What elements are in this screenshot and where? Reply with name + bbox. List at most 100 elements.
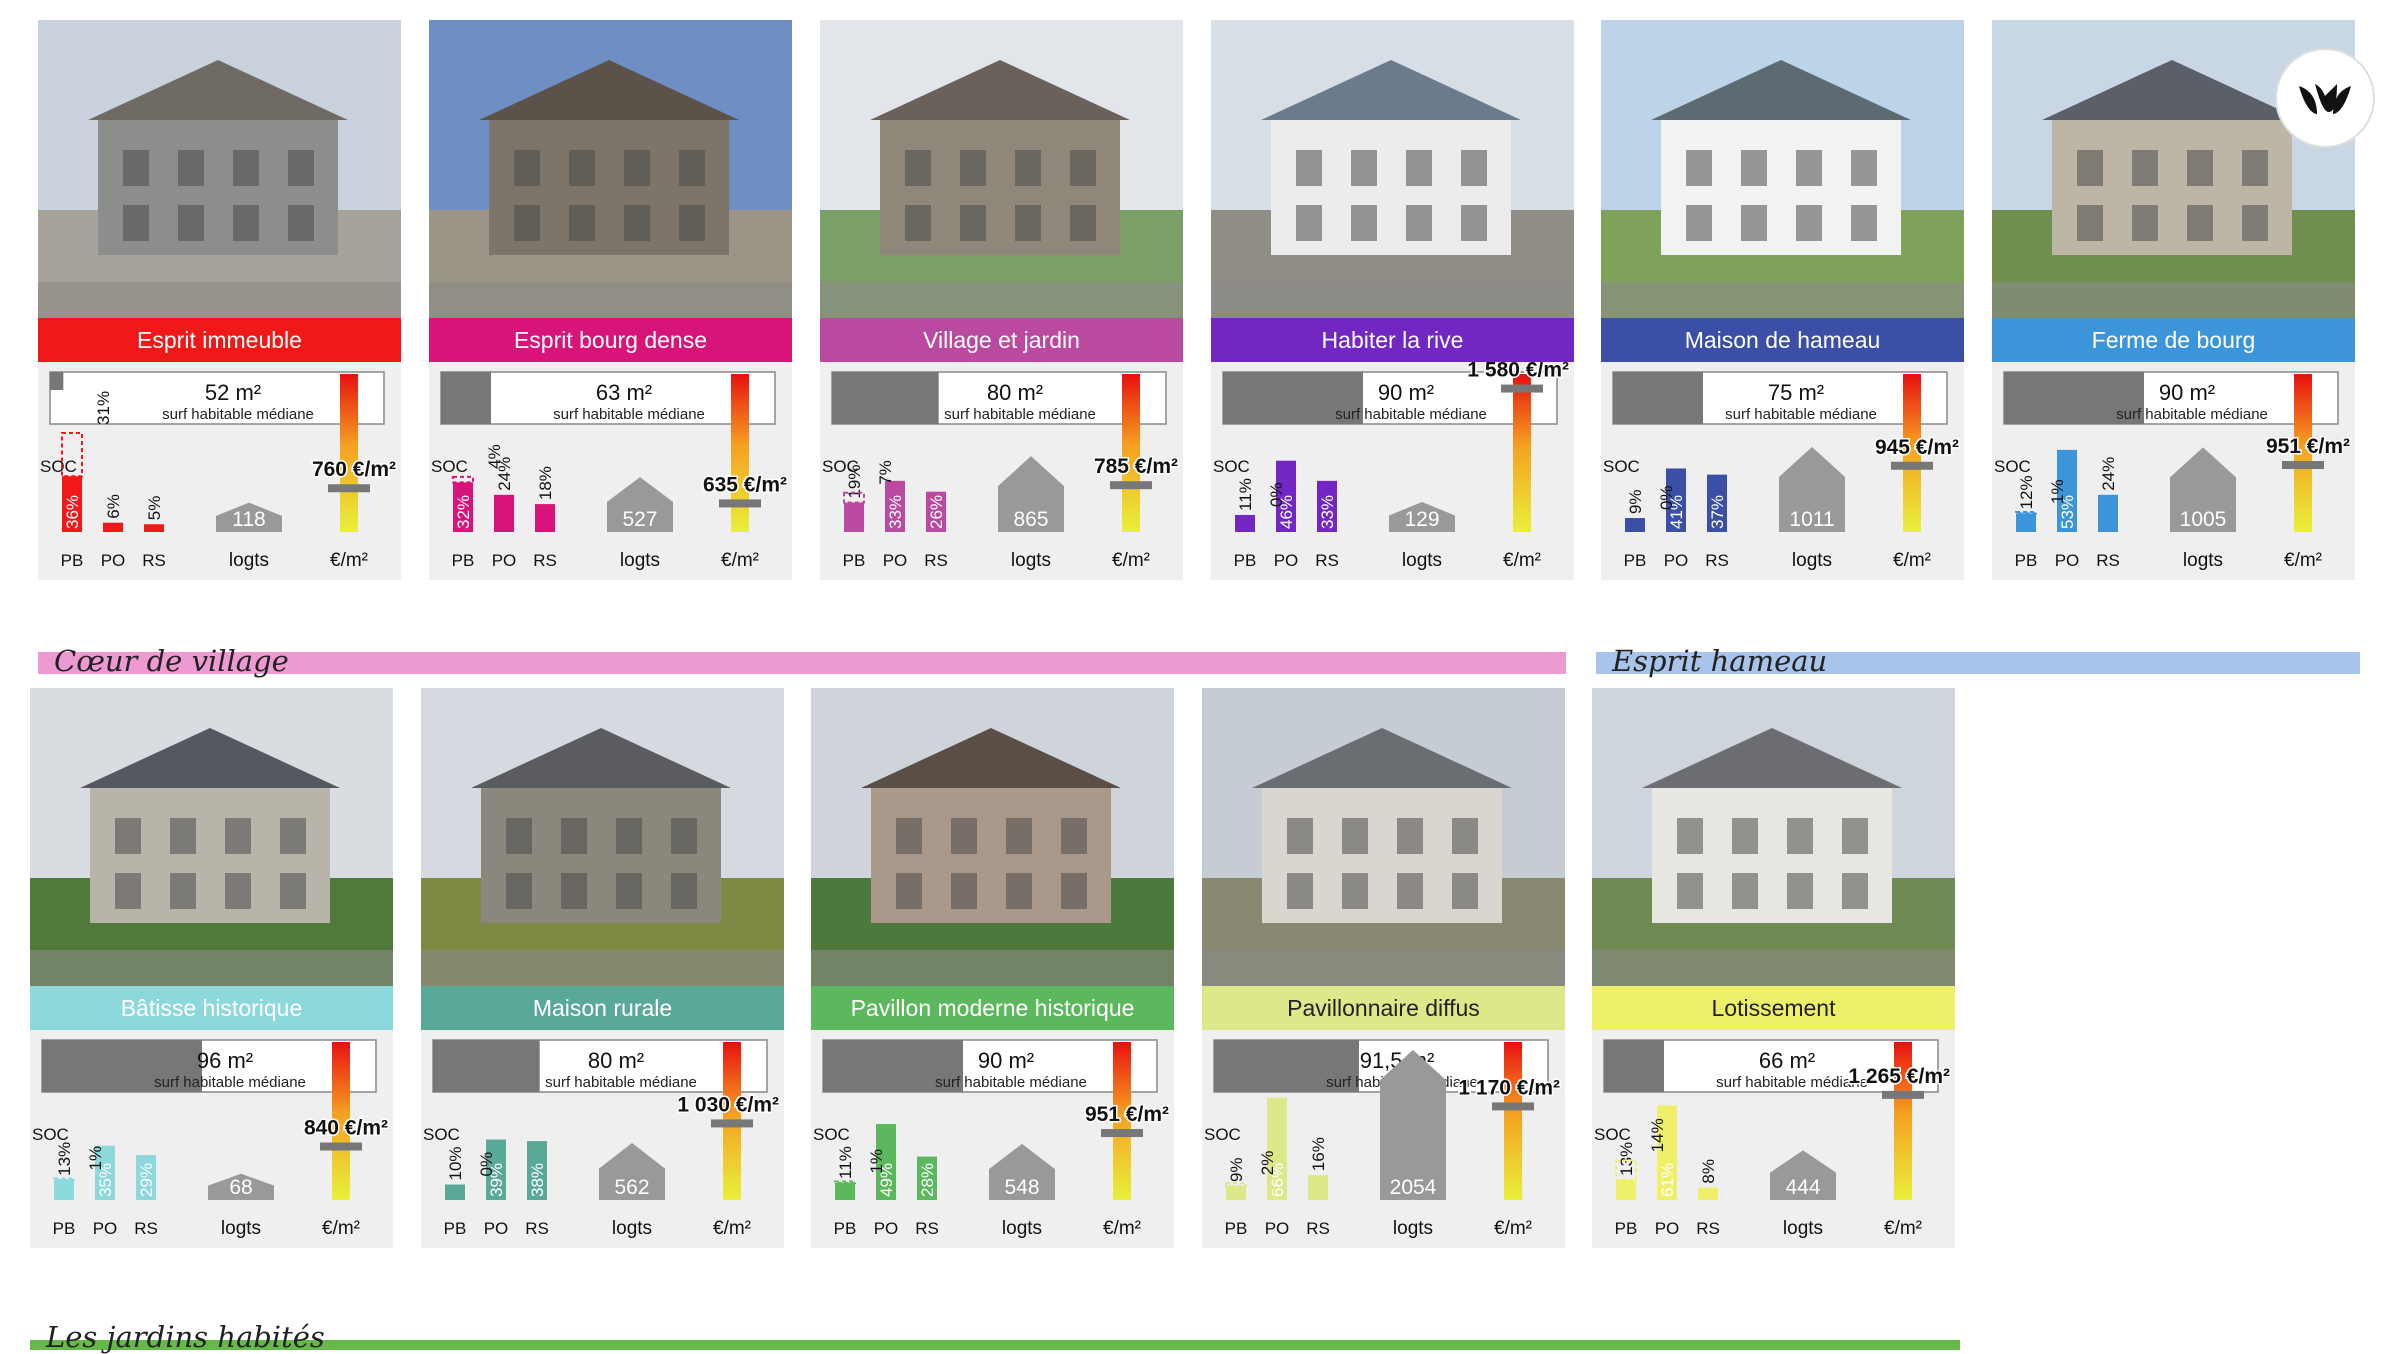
- area-caption: surf habitable médiane: [154, 1074, 306, 1091]
- category-label: RS: [1315, 551, 1339, 570]
- soc-label: SOC: [813, 1125, 850, 1144]
- logements-house-icon: [989, 1143, 1055, 1200]
- category-label: PB: [452, 551, 475, 570]
- bar-pb: [1625, 518, 1645, 532]
- group-band-jardins-habites: Les jardins habités: [30, 1320, 1960, 1354]
- price-value: 760 €/m²: [312, 458, 396, 481]
- price-unit-label: €/m²: [1112, 550, 1150, 571]
- bar-pb: [62, 476, 82, 532]
- bar-value-label: 49%: [877, 1163, 896, 1197]
- street-photo: [1211, 20, 1574, 318]
- bar-value-label: 5%: [145, 496, 164, 521]
- category-label: RS: [525, 1219, 549, 1238]
- category-label: PB: [1234, 551, 1257, 570]
- street-photo: [811, 688, 1174, 986]
- soc-value-label: 14%: [1648, 1118, 1667, 1152]
- logements-label: logts: [229, 550, 269, 571]
- category-label: PO: [874, 1219, 899, 1238]
- typology-card: Maison rurale 80 m² surf habitable médiane…: [421, 688, 784, 1308]
- area-fill-bar: [50, 372, 64, 390]
- leaf-logo-icon: [2299, 84, 2351, 114]
- area-value: 96 m²: [197, 1048, 253, 1073]
- soc-hatched-bar: [843, 491, 865, 504]
- category-label: PB: [1225, 1219, 1248, 1238]
- logements-label: logts: [221, 1218, 261, 1239]
- logements-label: logts: [612, 1218, 652, 1239]
- area-fill-bar: [1223, 372, 1363, 424]
- logements-label: logts: [1011, 550, 1051, 571]
- price-marker: [1492, 1102, 1534, 1111]
- price-unit-label: €/m²: [1494, 1218, 1532, 1239]
- price-gradient-scale: [332, 1042, 350, 1200]
- area-caption: surf habitable médiane: [1725, 406, 1877, 423]
- price-marker: [2282, 461, 2324, 470]
- bar-value-label: 35%: [96, 1163, 115, 1197]
- logements-house-icon: [607, 477, 673, 532]
- soc-label: SOC: [1204, 1125, 1241, 1144]
- bar-value-label: 11%: [1236, 478, 1255, 511]
- price-unit-label: €/m²: [2284, 550, 2322, 571]
- logements-value: 527: [622, 508, 657, 531]
- group-label: Esprit hameau: [1612, 644, 1828, 678]
- bar-value-label: 33%: [886, 495, 905, 529]
- bar-value-label: 26%: [927, 495, 946, 529]
- price-unit-label: €/m²: [1893, 550, 1931, 571]
- logements-house-icon: [998, 456, 1064, 532]
- category-label: RS: [2096, 551, 2120, 570]
- street-photo: [421, 688, 784, 986]
- bar-value-label: 41%: [1667, 495, 1686, 529]
- soc-value-label: 7%: [876, 460, 895, 485]
- soc-value-label: 0%: [1657, 485, 1676, 510]
- logements-label: logts: [620, 550, 660, 571]
- area-value: 63 m²: [596, 380, 652, 405]
- bar-value-label: 29%: [137, 1163, 156, 1197]
- soc-hatched-bar: [834, 1180, 856, 1184]
- group-band-coeur-de-village: Cœur de village: [38, 644, 1566, 678]
- soc-value-label: 1%: [867, 1149, 886, 1174]
- area-caption: surf habitable médiane: [2116, 406, 2268, 423]
- bar-value-label: 10%: [446, 1146, 465, 1180]
- typology-title: Village et jardin: [820, 318, 1183, 362]
- soc-value-label: 1%: [86, 1146, 105, 1171]
- bar-po: [1657, 1105, 1677, 1200]
- price-value: 951 €/m²: [2266, 435, 2350, 458]
- area-fill-bar: [832, 372, 939, 424]
- typology-title: Bâtisse historique: [30, 986, 393, 1030]
- bar-value-label: 9%: [1227, 1157, 1246, 1182]
- price-gradient-scale: [1113, 1042, 1131, 1200]
- typology-title: Maison rurale: [421, 986, 784, 1030]
- bar-po: [2057, 449, 2077, 532]
- bar-value-label: 66%: [1268, 1163, 1287, 1197]
- area-caption: surf habitable médiane: [1335, 406, 1487, 423]
- bar-rs: [2098, 494, 2118, 532]
- stats-panel: 90 m² surf habitable médiane SOC 11% PB 46% PO…: [1211, 362, 1574, 580]
- category-label: RS: [533, 551, 557, 570]
- stats-panel: 90 m² surf habitable médiane SOC 11% PB 49% PO…: [811, 1030, 1174, 1248]
- category-label: PO: [2055, 551, 2080, 570]
- area-fill-bar: [42, 1040, 202, 1092]
- soc-label: SOC: [423, 1125, 460, 1144]
- category-label: PB: [444, 1219, 467, 1238]
- soc-value-label: 4%: [485, 444, 504, 469]
- stats-panel: 63 m² surf habitable médiane SOC 32% PB 24% PO…: [429, 362, 792, 580]
- brand-logo: [2275, 48, 2375, 148]
- logements-value: 1011: [1789, 508, 1834, 531]
- bar-value-label: 46%: [1277, 495, 1296, 529]
- category-label: PO: [1265, 1219, 1290, 1238]
- bar-pb: [844, 502, 864, 532]
- area-fill-bar: [441, 372, 491, 424]
- area-fill-bar: [1613, 372, 1703, 424]
- bar-rs: [917, 1156, 937, 1200]
- soc-label: SOC: [822, 457, 859, 476]
- logements-house-icon: [1389, 501, 1455, 532]
- soc-label: SOC: [431, 457, 468, 476]
- area-caption: surf habitable médiane: [553, 406, 705, 423]
- bar-rs: [1707, 474, 1727, 532]
- typology-card: Ferme de bourg 90 m² surf habitable médian…: [1992, 20, 2355, 640]
- logements-value: 68: [229, 1176, 252, 1199]
